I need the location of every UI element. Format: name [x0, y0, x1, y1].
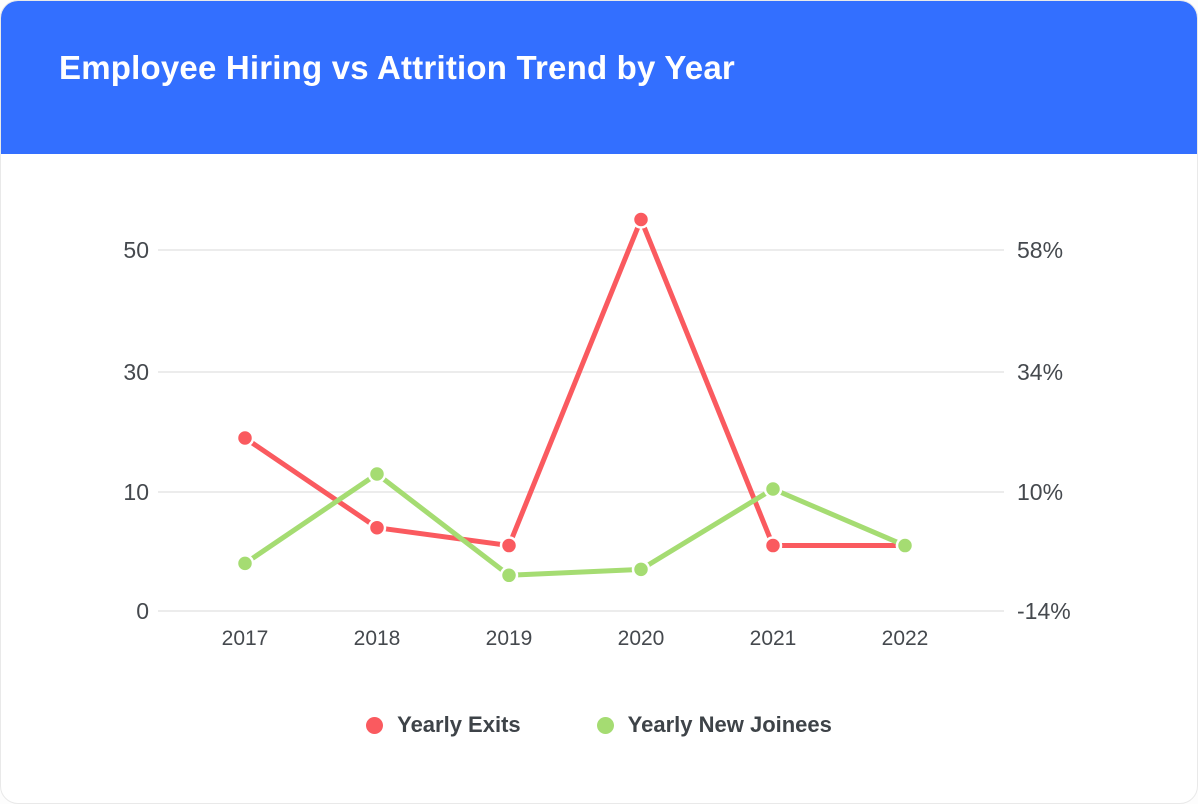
data-point[interactable]	[895, 536, 915, 555]
data-point[interactable]	[499, 566, 519, 585]
left-axis-tick-label: 0	[136, 598, 149, 624]
data-point[interactable]	[631, 560, 651, 579]
chart-title: Employee Hiring vs Attrition Trend by Ye…	[59, 49, 735, 86]
data-point[interactable]	[367, 518, 387, 537]
right-axis-tick-label: 34%	[1017, 359, 1063, 385]
trend-line-chart: 0 -14% 10 10% 30 34% 50 58% 2017 2018 2019 2020 2021…	[123, 210, 1071, 650]
right-axis-tick-label: -14%	[1017, 598, 1071, 624]
x-axis-year-label: 2022	[882, 627, 929, 650]
left-axis-tick-label: 30	[123, 359, 149, 385]
data-point[interactable]	[763, 536, 783, 555]
x-axis-year-label: 2021	[750, 627, 797, 650]
x-axis-year-label: 2018	[354, 627, 401, 650]
exits-series-dot-icon	[366, 716, 384, 734]
right-axis-tick-label: 10%	[1017, 479, 1063, 505]
left-axis-tick-label: 10	[123, 479, 149, 505]
chart-area: 0 -14% 10 10% 30 34% 50 58% 2017 2018 2019 2020 2021…	[1, 154, 1197, 664]
left-axis-tick-label: 50	[123, 237, 149, 263]
x-axis-year-label: 2020	[618, 627, 665, 650]
series-line	[242, 217, 908, 549]
data-point[interactable]	[763, 479, 783, 499]
data-point[interactable]	[367, 464, 387, 484]
legend-label-yearly-new-joinees: Yearly New Joinees	[627, 712, 832, 737]
x-axis-year-label: 2019	[486, 627, 533, 650]
right-axis-tick-label: 58%	[1017, 237, 1063, 263]
chart-legend: Yearly Exits Yearly New Joinees	[1, 712, 1197, 738]
x-axis-year-label: 2017	[222, 627, 269, 650]
joinees-series-dot-icon	[596, 716, 614, 734]
data-point[interactable]	[235, 428, 255, 448]
legend-item-yearly-new-joinees[interactable]: Yearly New Joinees	[596, 712, 832, 738]
legend-item-yearly-exits[interactable]: Yearly Exits	[366, 712, 521, 738]
chart-header: Employee Hiring vs Attrition Trend by Ye…	[1, 1, 1197, 154]
data-point[interactable]	[631, 210, 651, 229]
series-line	[242, 471, 908, 578]
data-point[interactable]	[235, 554, 255, 573]
legend-label-yearly-exits: Yearly Exits	[397, 712, 521, 737]
data-point[interactable]	[499, 536, 519, 555]
